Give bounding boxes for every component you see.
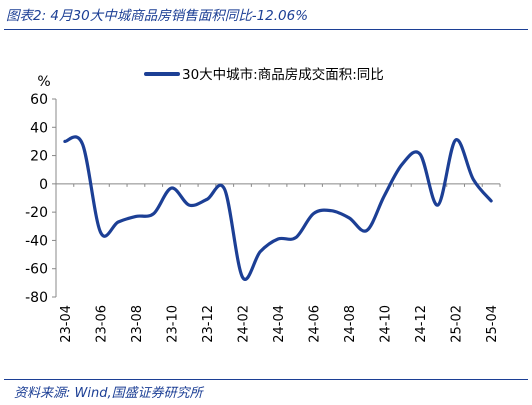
y-tick-label: 60 [30,92,48,108]
series-lines [64,137,492,280]
x-tick-label: 23-12 [201,305,216,343]
y-tick-label: -60 [25,262,48,278]
chart-title: 图表2: 4月30大中城商品房销售面积同比-12.06% [6,4,308,24]
series-line [65,137,491,280]
y-unit-label: % [37,74,50,90]
x-tick-label: 24-06 [308,305,323,343]
y-axis: % -80 -60 -40 -20 0 20 40 60 [25,74,56,306]
x-tick-label: 23-10 [165,305,180,343]
legend: 30大中城市:商品房成交面积:同比 [146,66,384,83]
legend-label: 30大中城市:商品房成交面积:同比 [182,66,384,83]
y-tick-label: -40 [25,233,48,249]
x-tick-label: 24-10 [379,305,394,343]
x-tick-label: 23-06 [94,305,109,343]
y-tick-label: 20 [30,149,48,165]
source-note: 资料来源: Wind,国盛证券研究所 [14,382,203,401]
x-tick-label: 24-12 [414,305,429,343]
x-axis: 23-04 23-06 23-08 23-10 23-12 24-02 24-04 24-06… [56,184,500,343]
x-tick-label: 24-02 [236,305,251,343]
line-chart: % -80 -60 -40 -20 0 20 40 60 23-04 23-06 23-08 23-1… [0,33,532,375]
x-tick-label: 25-02 [450,305,465,343]
y-tick-label: -80 [25,290,48,306]
title-divider [4,29,528,30]
footer-divider [4,379,528,380]
y-tick-label: 0 [39,177,48,193]
x-tick-label: 24-08 [343,305,358,343]
x-tick-label: 25-04 [485,305,500,343]
y-tick-label: -20 [25,205,48,221]
x-tick-label: 23-08 [130,305,145,343]
x-tick-label: 23-04 [59,305,74,343]
x-tick-label: 24-04 [272,305,287,343]
y-tick-label: 40 [30,120,48,136]
